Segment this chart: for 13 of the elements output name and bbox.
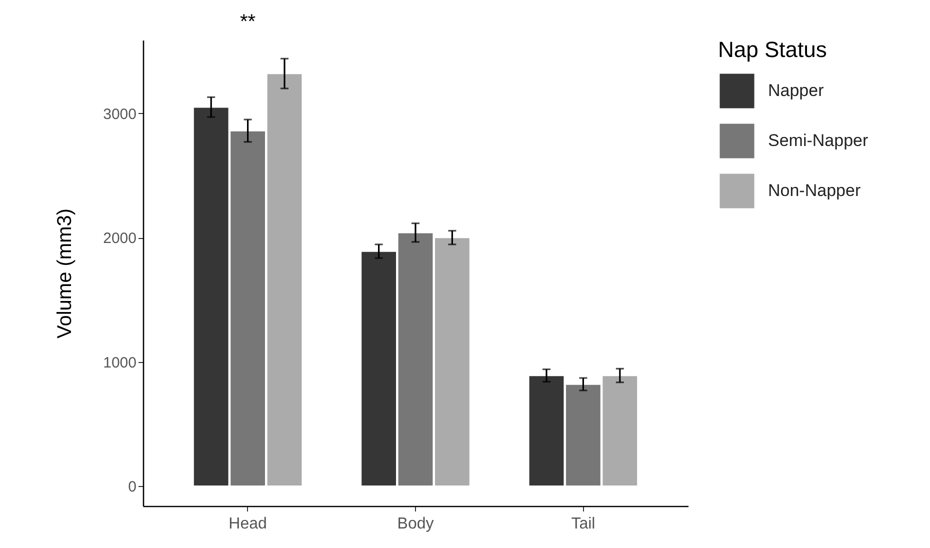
legend-title: Nap Status — [718, 37, 827, 62]
text: ** — [240, 11, 256, 33]
legend-label: Semi-Napper — [768, 131, 868, 150]
x-tick-label: Head — [228, 516, 267, 532]
y-tick-label: 3000 — [103, 106, 136, 123]
legend-label: Non-Napper — [768, 181, 861, 200]
x-tick-label: Body — [397, 516, 434, 532]
legend-label: Napper — [768, 81, 824, 100]
y-tick-label: 0 — [128, 478, 136, 496]
y-tick-label: 2000 — [103, 230, 136, 248]
y-axis-title: Volume (mm3) — [54, 208, 76, 339]
y-tick-label: 1000 — [103, 354, 136, 372]
x-tick-label: Tail — [571, 516, 596, 532]
